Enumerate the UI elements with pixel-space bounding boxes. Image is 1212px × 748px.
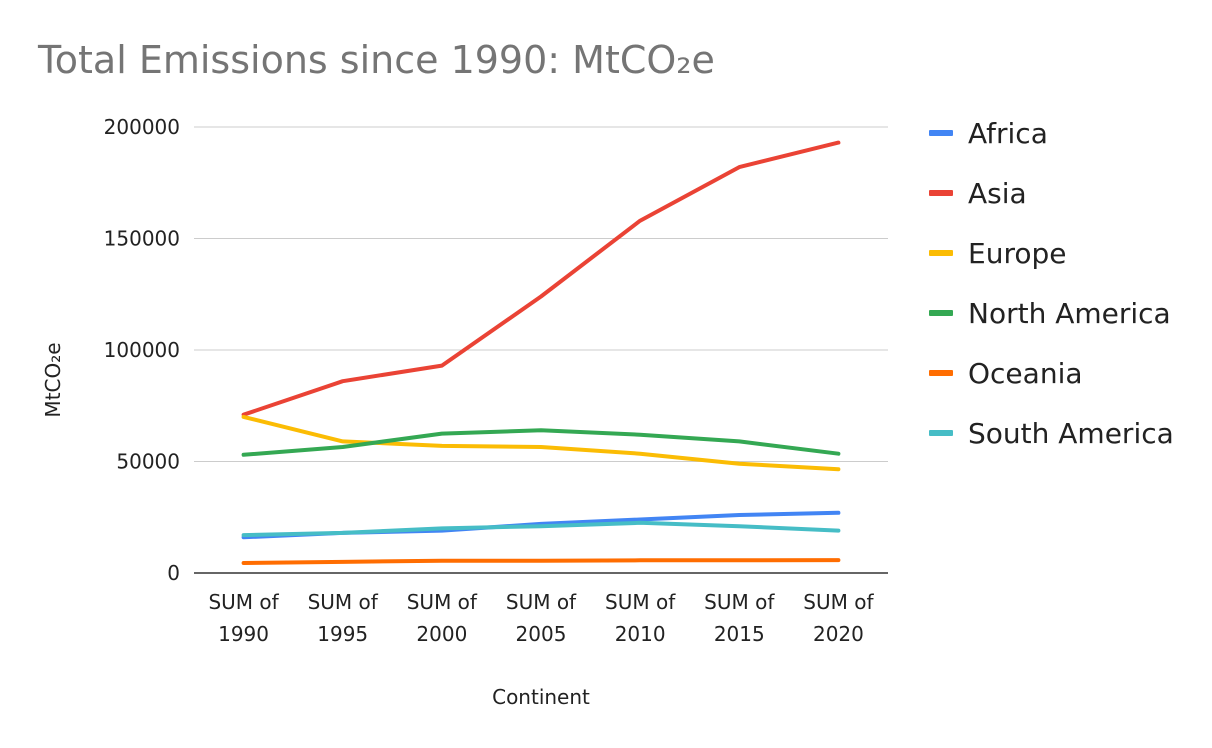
legend-swatch-asia — [929, 190, 953, 196]
x-tick-label: SUM of 2020 — [803, 590, 874, 646]
legend-swatch-oceania — [929, 370, 953, 376]
x-tick-label: SUM of 2005 — [506, 590, 577, 646]
y-axis-title: MtCO₂e — [41, 342, 65, 417]
y-tick-label: 100000 — [104, 338, 180, 362]
legend-label-north-america: North America — [968, 297, 1171, 330]
legend: Africa Asia Europe North America Oceania Sout… — [929, 117, 1174, 450]
legend-label-europe: Europe — [968, 237, 1066, 270]
x-tick-label: SUM of 1990 — [208, 590, 279, 646]
x-axis-title: Continent — [492, 685, 590, 709]
series-line-asia — [241, 140, 841, 417]
y-tick-label: 150000 — [104, 227, 180, 251]
y-tick-label: 50000 — [116, 450, 180, 474]
legend-label-africa: Africa — [968, 117, 1048, 150]
legend-label-asia: Asia — [968, 177, 1027, 210]
y-tick-label: 200000 — [104, 115, 180, 139]
x-tick-label: SUM of 1995 — [308, 590, 379, 646]
series-line-north-america — [241, 428, 841, 457]
legend-swatch-africa — [929, 130, 953, 136]
chart-title: Total Emissions since 1990: MtCO₂e — [38, 38, 715, 82]
x-tick-label: SUM of 2010 — [605, 590, 676, 646]
x-axis-ticks: SUM of 1990 SUM of 1995 SUM of 2000 SUM of 2005… — [208, 590, 874, 646]
legend-label-south-america: South America — [968, 417, 1174, 450]
gridlines — [194, 126, 888, 574]
legend-swatch-europe — [929, 250, 953, 256]
legend-label-oceania: Oceania — [968, 357, 1083, 390]
series-line-europe — [241, 414, 841, 472]
y-tick-label: 0 — [167, 561, 180, 585]
y-axis-ticks: 0 50000 100000 150000 200000 — [104, 115, 180, 585]
series-lines — [241, 140, 841, 565]
legend-swatch-north-america — [929, 310, 953, 316]
x-tick-label: SUM of 2015 — [704, 590, 775, 646]
x-tick-label: SUM of 2000 — [407, 590, 478, 646]
series-line-south-america — [241, 520, 841, 538]
series-line-oceania — [241, 558, 841, 565]
legend-swatch-south-america — [929, 430, 953, 436]
